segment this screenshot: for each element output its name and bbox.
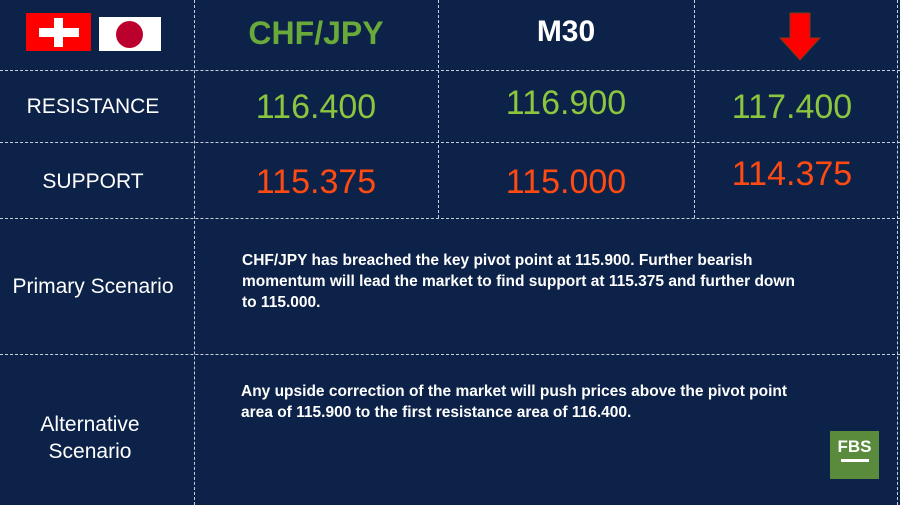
timeframe: M30 — [536, 15, 596, 48]
resistance-2: 116.900 — [505, 83, 627, 122]
primary-scenario-label: Primary Scenario — [12, 275, 174, 298]
divider — [194, 0, 195, 505]
divider — [0, 142, 900, 143]
support-label: SUPPORT — [42, 170, 144, 193]
pair-title: CHF/JPY — [248, 14, 384, 51]
divider — [897, 0, 898, 505]
support-1: 115.375 — [255, 162, 377, 201]
resistance-1: 116.400 — [255, 87, 377, 126]
japan-flag — [99, 17, 161, 51]
resistance-label: RESISTANCE — [26, 95, 160, 118]
support-3: 114.375 — [731, 154, 853, 193]
alternative-scenario-label: Alternative Scenario — [40, 413, 140, 463]
divider — [0, 354, 900, 355]
support-2: 115.000 — [505, 162, 627, 201]
divider — [0, 70, 900, 71]
resistance-3: 117.400 — [731, 87, 853, 126]
divider — [0, 218, 900, 219]
fbs-logo: FBS — [830, 431, 879, 479]
arrow-down-icon — [778, 12, 822, 61]
switzerland-flag — [26, 13, 91, 51]
primary-scenario-text: CHF/JPY has breached the key pivot point… — [242, 252, 795, 311]
alternative-scenario-text: Any upside correction of the market will… — [241, 383, 788, 421]
divider — [694, 0, 695, 218]
divider — [438, 0, 439, 218]
